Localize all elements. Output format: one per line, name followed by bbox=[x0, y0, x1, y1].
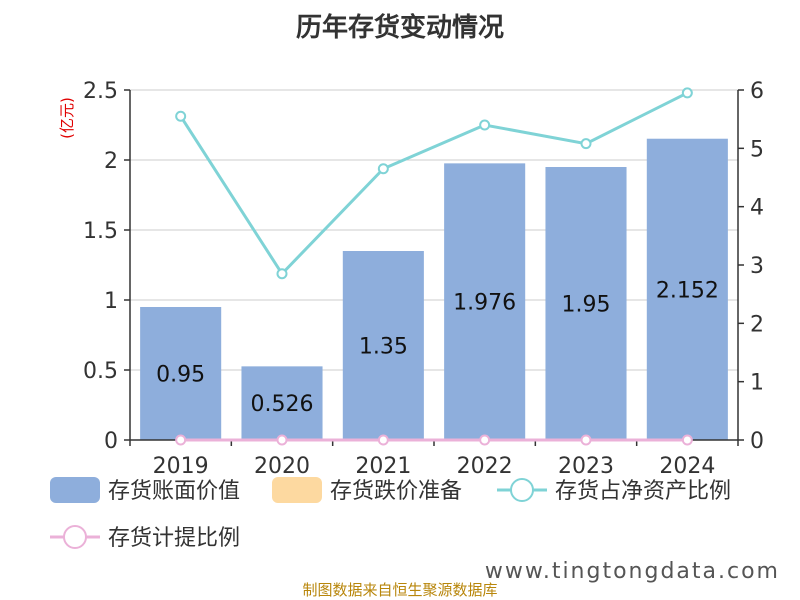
series-line bbox=[179, 91, 689, 277]
bar-label-layer: 0.95 0.526 1.35 1.976 1.95 2.152 bbox=[156, 278, 719, 417]
bar-2019 bbox=[140, 307, 222, 440]
chart-title: 历年存货变动情况 bbox=[296, 12, 504, 43]
x-tick-label: 2020 bbox=[254, 454, 310, 479]
bar-value-label: 1.35 bbox=[359, 335, 408, 360]
y-left-tick-label: 1 bbox=[104, 289, 118, 314]
watermark: www.tingtongdata.com bbox=[485, 559, 780, 584]
line-layer bbox=[175, 87, 693, 446]
bar-value-label: 1.976 bbox=[453, 291, 516, 316]
bar-layer bbox=[140, 138, 728, 441]
data-point-2023 bbox=[580, 138, 592, 150]
bar-2024 bbox=[646, 138, 728, 440]
bar-2022 bbox=[444, 163, 526, 441]
y-right-tick-label: 2 bbox=[750, 312, 764, 337]
bar-value-label: 2.152 bbox=[656, 278, 719, 303]
grid-lines bbox=[130, 89, 738, 371]
x-tick-label: 2019 bbox=[153, 454, 209, 479]
y-left-tick-label: 1.5 bbox=[83, 219, 118, 244]
x-tick-label: 2022 bbox=[457, 454, 513, 479]
x-tick-label: 2024 bbox=[659, 454, 715, 479]
legend-label: 存货计提比例 bbox=[108, 526, 240, 551]
data-point-2020 bbox=[276, 268, 288, 280]
y-right-tick-label: 4 bbox=[750, 196, 764, 221]
legend-swatch bbox=[50, 477, 100, 503]
bar-2021 bbox=[342, 251, 424, 440]
data-point-2019 bbox=[175, 434, 187, 446]
axes: 0 0.5 1 1.5 2 2.5 0 1 2 3 4 5 6 2019 2020 2021 2022 2023 2… bbox=[83, 79, 764, 479]
legend-label: 存货账面价值 bbox=[108, 479, 240, 504]
legend-label: 存货跌价准备 bbox=[330, 479, 462, 504]
bar-value-label: 0.95 bbox=[156, 363, 205, 388]
y-left-tick-label: 0 bbox=[104, 429, 118, 454]
bar-value-label: 0.526 bbox=[251, 392, 314, 417]
data-point-2021 bbox=[377, 163, 389, 175]
y-right-tick-label: 3 bbox=[750, 254, 764, 279]
y-right-tick-label: 1 bbox=[750, 371, 764, 396]
data-point-2024 bbox=[681, 434, 693, 446]
y-axis-unit: (亿元) bbox=[58, 97, 76, 139]
x-tick-label: 2021 bbox=[355, 454, 411, 479]
bar-value-label: 1.95 bbox=[562, 293, 611, 318]
data-point-2021 bbox=[377, 434, 389, 446]
x-tick-label: 2023 bbox=[558, 454, 614, 479]
bar-2020 bbox=[241, 366, 323, 440]
data-point-2020 bbox=[276, 434, 288, 446]
legend-swatch bbox=[272, 477, 322, 503]
data-point-2023 bbox=[580, 434, 592, 446]
data-point-2024 bbox=[681, 87, 693, 99]
y-left-tick-label: 0.5 bbox=[83, 359, 118, 384]
y-right-tick-label: 0 bbox=[750, 429, 764, 454]
y-right-tick-label: 5 bbox=[750, 137, 764, 162]
data-point-2019 bbox=[175, 110, 187, 122]
y-left-tick-label: 2 bbox=[104, 149, 118, 174]
data-point-2022 bbox=[479, 119, 491, 131]
bar-2023 bbox=[545, 167, 627, 440]
legend-swatch-marker bbox=[510, 478, 534, 502]
data-point-2022 bbox=[479, 434, 491, 446]
legend-swatch-marker bbox=[63, 525, 87, 549]
source-note: 制图数据来自恒生聚源数据库 bbox=[302, 581, 497, 599]
y-left-tick-label: 2.5 bbox=[83, 79, 118, 104]
y-right-tick-label: 6 bbox=[750, 79, 764, 104]
legend-label: 存货占净资产比例 bbox=[555, 479, 731, 504]
